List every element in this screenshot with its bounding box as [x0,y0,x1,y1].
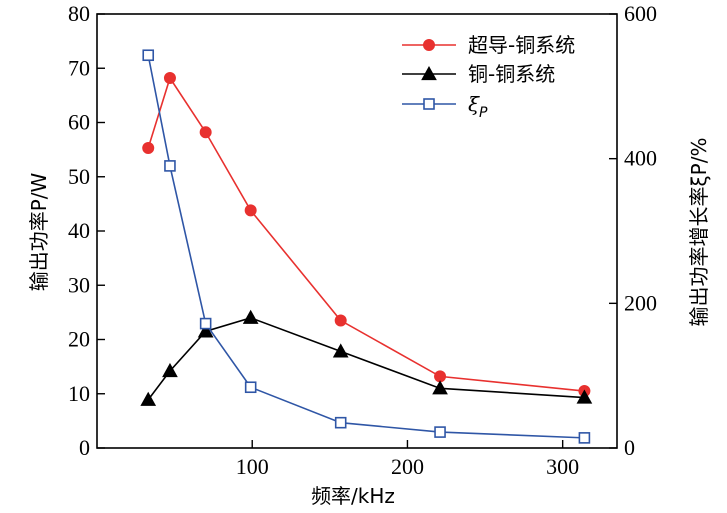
series-3-point [434,426,446,438]
x-tick-label: 100 [236,454,269,479]
series-layer [140,49,593,444]
x-axis-title: 频率/kHz [311,484,395,508]
y-tick-label-left: 50 [68,164,90,189]
series-1-line [147,76,585,392]
y-tick-label-left: 0 [79,435,90,460]
y-tick-label-left: 40 [68,218,90,243]
legend-marker [421,65,437,81]
series-2-point [242,309,259,324]
series-1-point [142,141,155,154]
y-tick-label-right: 200 [624,290,657,315]
series-3-point [142,49,155,62]
series-2 [140,309,593,406]
series-3 [142,49,591,444]
legend-marker [423,39,435,51]
series-1-point [334,314,347,327]
x-tick-label: 200 [391,454,424,479]
y-tick-label-left: 70 [68,55,90,80]
y-tick-label-left: 80 [68,1,90,26]
series-3-line [147,55,585,439]
legend-label: 铜-铜系统 [468,62,555,86]
y-tick-label-right: 0 [624,435,635,460]
series-2-point [197,323,214,338]
series-3-point [164,160,176,172]
y-tick-label-right: 600 [624,1,657,26]
legend-label: 超导-铜系统 [468,33,575,57]
legend-marker [423,98,435,110]
legend-item-1: 超导-铜系统 [402,33,575,57]
y-tick-label-left: 30 [68,272,90,297]
series-1-point [199,126,212,139]
y-tick-label-right: 400 [624,146,657,171]
series-2-point [576,389,593,404]
tick-labels: 100 200 300 0 10 20 30 40 50 60 70 80 0 200 400 600 [68,1,657,479]
y-tick-label-left: 60 [68,110,90,135]
y-tick-label-left: 20 [68,327,90,352]
x-tick-label: 300 [546,454,579,479]
series-1-point [244,204,257,217]
series-3-point [578,432,591,444]
series-3-point [244,381,257,394]
series-2-point [432,380,448,395]
series-2-point [162,362,178,378]
legend-item-3: ξP [402,92,488,121]
y-axis-title-right: 输出功率增长率ξP/% [687,138,711,327]
series-2-point [140,391,157,406]
series-2-line [147,316,585,401]
tick-marks [97,13,617,449]
series-3-point [199,317,212,330]
series-1 [142,72,591,398]
legend-item-2: 铜-铜系统 [402,62,555,86]
series-2-point [332,343,349,358]
series-1-point [163,72,176,85]
y-tick-label-left: 10 [68,381,90,406]
y-axis-title-left: 输出功率P/W [27,172,51,291]
series-3-point [334,416,347,429]
legend-label: ξP [468,92,488,121]
series-1-point [434,370,447,383]
